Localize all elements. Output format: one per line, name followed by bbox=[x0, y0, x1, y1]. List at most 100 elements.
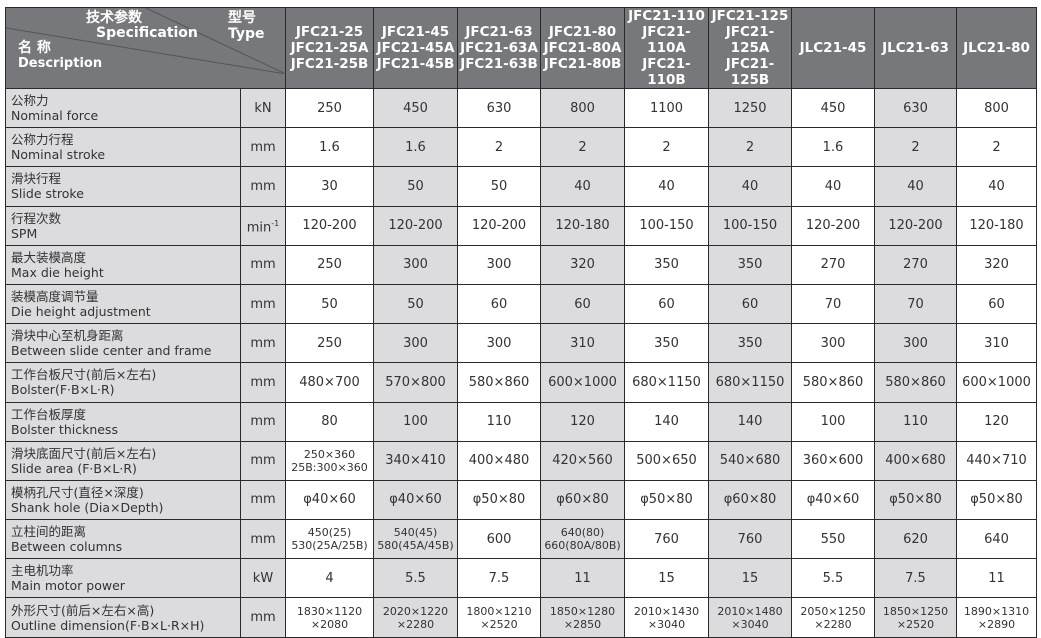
cell-line: φ40×60 bbox=[303, 492, 356, 508]
cell-line: JFC21-45A bbox=[376, 40, 455, 56]
cell-line: 40 bbox=[907, 178, 924, 194]
value-cell: 50 bbox=[285, 283, 374, 325]
value-cell: 620 bbox=[874, 519, 957, 560]
header-row: 技术参数 Specification 型号 Type 名 称 Descripti… bbox=[5, 7, 1037, 89]
cell-line: 2010×1480 bbox=[717, 604, 783, 618]
cell-line: φ60×80 bbox=[556, 492, 609, 508]
value-cell: 7.5 bbox=[874, 558, 957, 599]
value-cell: 50 bbox=[373, 283, 458, 325]
cell-line: 120 bbox=[570, 414, 595, 430]
cell-line: JLC21-63 bbox=[882, 40, 949, 56]
value-cell: 680×1150 bbox=[624, 362, 709, 403]
cell-line: 5.5 bbox=[405, 570, 426, 586]
cell-line: 120-200 bbox=[888, 218, 943, 234]
unit-text: mm bbox=[250, 453, 276, 469]
value-cell: 570×800 bbox=[373, 362, 458, 403]
type-en: Type bbox=[228, 26, 265, 42]
value-cell: 120-200 bbox=[285, 205, 374, 246]
cell-line: 580×860 bbox=[885, 374, 946, 390]
row-description: 工作台板尺寸(前后×左右) Bolster(F·B×L·R) bbox=[5, 362, 241, 403]
description-en: Bolster(F·B×L·R) bbox=[11, 382, 115, 398]
value-cell: 50 bbox=[373, 166, 458, 207]
value-cell: 800 bbox=[540, 87, 625, 129]
value-cell: 440×710 bbox=[956, 440, 1037, 481]
table-row: 模柄孔尺寸(直径×深度) Shank hole (Dia×Depth) mm φ40×… bbox=[5, 479, 1037, 521]
cell-line: 120-180 bbox=[555, 218, 610, 234]
value-cell: 500×650 bbox=[624, 440, 709, 481]
description-cn: 外形尺寸(前后×左右×高) bbox=[11, 602, 155, 618]
model-header: JLC21-80 bbox=[956, 7, 1037, 89]
cell-line: 350 bbox=[654, 257, 679, 273]
cell-line: 120-200 bbox=[471, 218, 527, 234]
value-cell: 100 bbox=[791, 401, 875, 442]
cell-line: 1850×1250 bbox=[882, 604, 949, 618]
value-cell: 320 bbox=[540, 244, 625, 285]
value-cell: 2 bbox=[708, 127, 792, 168]
row-unit: min-1 bbox=[240, 205, 286, 246]
value-cell: 600×1000 bbox=[956, 362, 1037, 403]
value-cell: 1250 bbox=[708, 87, 792, 129]
diagonal-lines bbox=[6, 8, 286, 74]
cell-line: 2 bbox=[578, 139, 587, 155]
table-row: 工作台板厚度 Bolster thickness mm 80 100 110 120 140 1… bbox=[5, 401, 1037, 442]
description-en: Main motor power bbox=[11, 578, 125, 594]
value-cell: 100 bbox=[373, 401, 458, 442]
row-unit: mm bbox=[240, 283, 286, 325]
description-en: Nominal force bbox=[11, 108, 99, 124]
unit-text: mm bbox=[250, 531, 276, 547]
cell-line: 2 bbox=[662, 139, 671, 155]
cell-line: 250 bbox=[317, 100, 342, 116]
row-description: 模柄孔尺寸(直径×深度) Shank hole (Dia×Depth) bbox=[5, 479, 241, 521]
unit-text: kW bbox=[252, 570, 274, 586]
value-cell: 340×410 bbox=[373, 440, 458, 481]
value-cell: 120-200 bbox=[457, 205, 541, 246]
value-cell: 110 bbox=[874, 401, 957, 442]
value-cell: 1.6 bbox=[373, 127, 458, 168]
desc-cn: 名 称 bbox=[18, 40, 51, 56]
cell-line: 600×1000 bbox=[548, 374, 617, 390]
value-cell: 2050×1250 ×2280 bbox=[791, 597, 875, 638]
value-cell: 270 bbox=[791, 244, 875, 285]
table-row: 公称力行程 Nominal stroke mm 1.6 1.6 2 2 2 2 1.6 2 2 bbox=[5, 127, 1037, 168]
value-cell: φ50×80 bbox=[874, 479, 957, 521]
row-unit: mm bbox=[240, 401, 286, 442]
row-description: 工作台板厚度 Bolster thickness bbox=[5, 401, 241, 442]
cell-line: 60 bbox=[574, 296, 591, 312]
table-row: 最大装模高度 Max die height mm 250 300 300 320 350 350… bbox=[5, 244, 1037, 285]
row-description: 立柱间的距离 Between columns bbox=[5, 519, 241, 560]
value-cell: 420×560 bbox=[540, 440, 625, 481]
description-en: Between slide center and frame bbox=[11, 343, 212, 359]
description-cn: 主电机功率 bbox=[11, 563, 74, 579]
description-cn: 行程次数 bbox=[11, 210, 62, 226]
cell-line: 250 bbox=[317, 257, 342, 273]
value-cell: 300 bbox=[373, 244, 458, 285]
table-row: 工作台板尺寸(前后×左右) Bolster(F·B×L·R) mm 480×700 57… bbox=[5, 362, 1037, 403]
cell-line: φ50×80 bbox=[889, 492, 942, 508]
model-header: JFC21-25 JFC21-25A JFC21-25B bbox=[285, 7, 374, 89]
row-description: 主电机功率 Main motor power bbox=[5, 558, 241, 599]
cell-line: 300 bbox=[486, 335, 512, 351]
table-row: 外形尺寸(前后×左右×高) Outline dimension(F·B×L·R×H… bbox=[5, 597, 1037, 638]
cell-line: JLC21-45 bbox=[799, 40, 867, 56]
cell-line: 350 bbox=[737, 257, 763, 273]
cell-line: 2020×1220 bbox=[382, 604, 449, 618]
value-cell: 2 bbox=[457, 127, 541, 168]
cell-line: 100 bbox=[403, 414, 428, 430]
cell-line: 1.6 bbox=[822, 139, 844, 155]
value-cell: 450 bbox=[373, 87, 458, 129]
value-cell: 120-200 bbox=[791, 205, 875, 246]
cell-line: 110 bbox=[486, 414, 512, 430]
value-cell: 2 bbox=[540, 127, 625, 168]
cell-line: JFC21-125A bbox=[725, 24, 775, 56]
cell-line: 360×600 bbox=[802, 453, 864, 469]
description-cn: 装模高度调节量 bbox=[11, 289, 99, 305]
cell-line: 4 bbox=[325, 570, 334, 586]
cell-line: 1100 bbox=[649, 100, 684, 116]
model-header: JLC21-45 bbox=[791, 7, 875, 89]
cell-line: 550 bbox=[820, 531, 846, 547]
cell-line: 1.6 bbox=[319, 139, 340, 155]
description-cn: 滑块底面尺寸(前后×左右) bbox=[11, 445, 157, 461]
model-header: JFC21-110 JFC21-110A JFC21-110B bbox=[624, 7, 709, 89]
unit-text: mm bbox=[250, 178, 276, 194]
cell-line: JFC21-63A bbox=[460, 40, 538, 56]
